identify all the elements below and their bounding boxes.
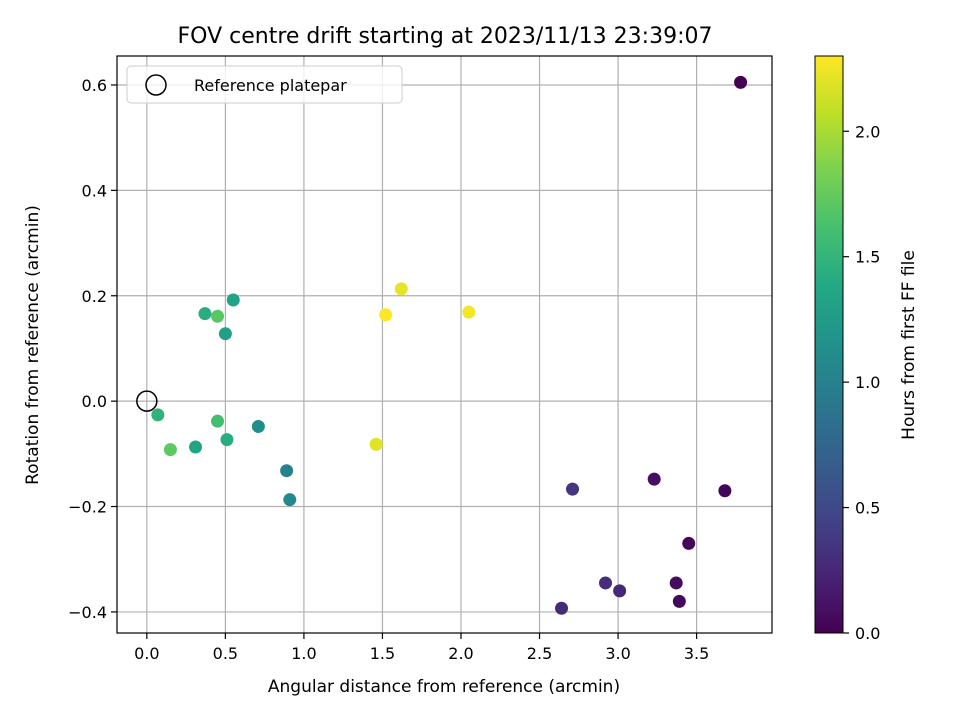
x-tick-label: 2.5 [527,644,552,663]
x-axis-ticks: 0.0 0.5 1.0 1.5 2.0 2.5 3.0 3.5 [134,633,709,663]
x-tick-label: 0.5 [213,644,238,663]
data-point [682,536,696,550]
data-point [220,433,234,447]
colorbar-tick-label: 1.0 [855,373,880,392]
x-axis-label: Angular distance from reference (arcmin) [268,677,620,697]
data-point [672,594,686,608]
data-point [251,419,265,433]
data-point [163,443,177,457]
colorbar-tick-label: 0.5 [855,499,880,518]
data-point [647,472,661,486]
data-point [218,327,232,341]
y-tick-label: −0.4 [68,603,107,622]
data-point [613,584,627,598]
data-points [151,75,748,615]
data-point [669,576,683,590]
grid-lines [117,56,772,633]
data-point [462,305,476,319]
y-tick-label: −0.2 [68,498,107,517]
y-axis-ticks: −0.4 −0.2 0.0 0.2 0.4 0.6 [68,76,117,622]
colorbar-tick-label: 2.0 [855,122,880,141]
reference-point [136,390,158,412]
data-point [151,408,165,422]
legend-label: Reference platepar [194,76,347,95]
colorbar-label: Hours from first FF file [899,250,919,440]
colorbar-gradient [814,55,844,634]
data-point [379,308,393,322]
data-point [555,601,569,615]
x-tick-label: 3.5 [684,644,709,663]
colorbar-tick-label: 1.5 [855,248,880,267]
colorbar-tick-label: 0.0 [855,624,880,643]
data-point [211,414,225,428]
colorbar-ticks: 0.0 0.5 1.0 1.5 2.0 [843,122,880,643]
legend: Reference platepar [126,65,403,104]
y-tick-label: 0.4 [82,181,107,200]
data-point [226,293,240,307]
data-point [369,437,383,451]
data-point [394,282,408,296]
x-tick-label: 1.5 [370,644,395,663]
y-tick-label: 0.0 [82,392,107,411]
legend-marker-icon [145,74,167,96]
data-point [566,482,580,496]
x-tick-label: 1.0 [291,644,316,663]
y-axis-label: Rotation from reference (arcmin) [23,205,43,485]
legend-box [126,65,403,104]
data-point [211,309,225,323]
colorbar: 0.0 0.5 1.0 1.5 2.0 Hours from first FF file [814,55,919,643]
data-point [599,576,613,590]
y-tick-label: 0.6 [82,76,107,95]
x-tick-label: 3.0 [605,644,630,663]
plot-frame [116,55,773,634]
y-tick-label: 0.2 [82,287,107,306]
x-tick-label: 2.0 [448,644,473,663]
data-point [189,440,203,454]
data-point [280,464,294,478]
data-point [718,484,732,498]
chart-title: FOV centre drift starting at 2023/11/13 … [178,24,713,49]
data-point [198,307,212,321]
data-point [734,75,748,89]
x-tick-label: 0.0 [134,644,159,663]
data-point [283,493,297,507]
